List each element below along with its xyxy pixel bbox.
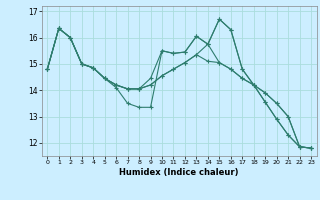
X-axis label: Humidex (Indice chaleur): Humidex (Indice chaleur) [119, 168, 239, 177]
